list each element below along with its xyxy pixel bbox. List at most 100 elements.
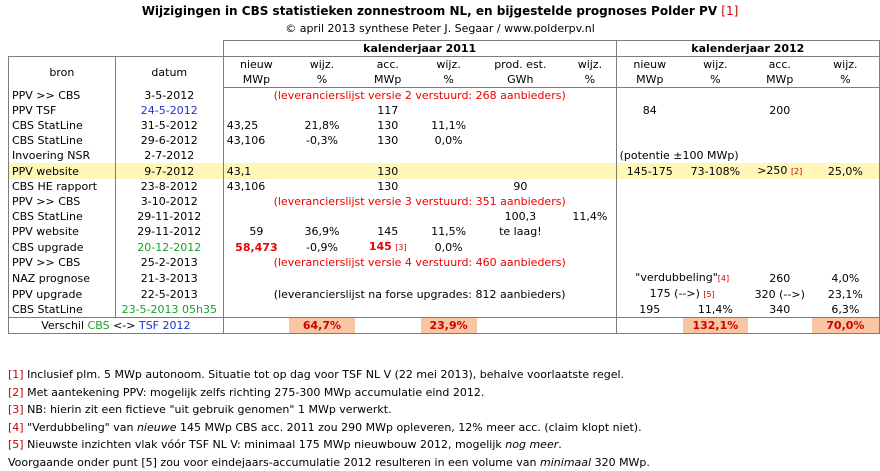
cell-datum: 29-11-2012 [115,209,223,224]
verschil-wijz-2012: 132,1% [683,318,748,334]
cell-prodwijz: 11,4% [564,209,616,224]
cell-bron: CBS StatLine [9,209,116,224]
cell-accwijz-2011: 0,0% [421,239,477,255]
cell-nieuw-2012: 145-175 [616,163,683,179]
cell-acc-2011: 145 [355,224,421,239]
header-unit-accwijz-2012: % [812,72,880,88]
cell-bron: PPV >> CBS [9,88,116,104]
cell-note-2012: (potentie ±100 MWp) [616,148,812,163]
verschil-accwijz-2012: 70,0% [812,318,880,334]
table-row: PPV >> CBS 3-10-2012 (leverancierslijst … [9,194,880,209]
table-row: Invoering NSR 2-7-2012 (potentie ±100 MW… [9,148,880,163]
header-unit-wijz-2012: % [683,72,748,88]
table-row: PPV upgrade 22-5-2013 (leverancierslijst… [9,286,880,302]
cell-acc-2011: 130 [355,179,421,194]
cell-datum: 24-5-2012 [115,103,223,118]
cell-datum: 29-6-2012 [115,133,223,148]
cell-datum: 31-5-2012 [115,118,223,133]
cell-accwijz-2011: 11,1% [421,118,477,133]
header-unit-nieuw-2012: MWp [616,72,683,88]
cell-bron: NAZ prognose [9,270,116,286]
table-row: CBS StatLine 29-6-2012 43,106 -0,3% 130 … [9,133,880,148]
cell-wijz-2011: -0,3% [289,133,355,148]
table-row: CBS StatLine 23-5-2013 05h35 195 11,4% 3… [9,302,880,318]
header-wijz-2011: wijz. [289,57,355,73]
header-row-1: bron datum nieuw wijz. acc. wijz. prod. … [9,57,880,73]
cell-bron: PPV >> CBS [9,194,116,209]
cell-acc-2011: 130 [355,133,421,148]
cell-nieuw-2011: 58,473 [223,239,289,255]
cell-acc-2011: 130 [355,118,421,133]
cell-bron: CBS upgrade [9,239,116,255]
verschil-accwijz-2011: 23,9% [421,318,477,334]
header-nieuw-2011: nieuw [223,57,289,73]
verschil-wijz-2011: 64,7% [289,318,355,334]
cell-prod: 90 [477,179,565,194]
header-wijz-2012: wijz. [683,57,748,73]
footnote-ref: [4] [718,274,729,283]
header-unit-nieuw-2011: MWp [223,72,289,88]
cell-acc-2012: >250 [2] [748,163,812,179]
footnote-4: [4] "Verdubbeling" van nieuwe 145 MWp CB… [8,419,650,437]
header-unit-accwijz-2011: % [421,72,477,88]
footnote-ref: [5] [703,290,714,299]
cell-bron: CBS StatLine [9,118,116,133]
page-subtitle: © april 2013 synthese Peter J. Segaar / … [0,22,880,35]
cell-acc-2012: 260 [748,270,812,286]
footnote-ref: [3] [395,243,406,252]
header-acc-2011: acc. [355,57,421,73]
cell-accwijz-2011: 11,5% [421,224,477,239]
data-table: kalenderjaar 2011 kalenderjaar 2012 bron… [8,40,880,334]
cell-nieuw-2012: 175 (-->) [5] [616,286,748,302]
cell-nieuw-2011: 43,1 [223,163,289,179]
cell-datum: 22-5-2013 [115,286,223,302]
cell-datum: 23-8-2012 [115,179,223,194]
footnote-3: [3] NB: hierin zit een fictieve "uit geb… [8,401,650,419]
verschil-label: Verschil CBS <-> TSF 2012 [9,318,224,334]
page-title: Wijzigingen in CBS statistieken zonnestr… [0,4,880,18]
table-row: PPV >> CBS 3-5-2012 (leverancierslijst v… [9,88,880,104]
cell-prod: te laag! [477,224,565,239]
table-row: NAZ prognose 21-3-2013 "verdubbeling"[4]… [9,270,880,286]
cell-datum: 9-7-2012 [115,163,223,179]
cell-wijz-2011: -0,9% [289,239,355,255]
cell-datum: 20-12-2012 [115,239,223,255]
cell-bron: CBS HE rapport [9,179,116,194]
cell-accwijz-2012: 4,0% [812,270,880,286]
table-row: CBS StatLine 29-11-2012 100,3 11,4% [9,209,880,224]
cell-bron: Invoering NSR [9,148,116,163]
cell-acc-2012: 200 [748,103,812,118]
table-row: PPV website 29-11-2012 59 36,9% 145 11,5… [9,224,880,239]
header-datum: datum [115,57,223,88]
header-group-row: kalenderjaar 2011 kalenderjaar 2012 [9,41,880,57]
cell-note: (leverancierslijst versie 4 verstuurd: 4… [223,255,616,270]
cell-accwijz-2012: 6,3% [812,302,880,318]
footnote-conclusion: Voorgaande onder punt [5] zou voor einde… [8,454,650,471]
header-accwijz-2011: wijz. [421,57,477,73]
cell-acc-2011: 130 [355,163,421,179]
table-row: CBS StatLine 31-5-2012 43,25 21,8% 130 1… [9,118,880,133]
header-prodwijz: wijz. [564,57,616,73]
cell-nieuw-2012: 84 [616,103,683,118]
cell-acc-2011: 117 [355,103,421,118]
cell-nieuw-2011: 43,25 [223,118,289,133]
header-bron: bron [9,57,116,88]
title-ref: [1] [721,4,738,18]
cell-accwijz-2011: 0,0% [421,133,477,148]
cell-accwijz-2012: 23,1% [812,286,880,302]
footnote-ref: [2] [791,167,802,176]
table-row-highlighted: PPV website 9-7-2012 43,1 130 145-175 73… [9,163,880,179]
table-row: CBS HE rapport 23-8-2012 43,106 130 90 [9,179,880,194]
table-row: CBS upgrade 20-12-2012 58,473 -0,9% 145 … [9,239,880,255]
cell-nieuw-2011: 59 [223,224,289,239]
cell-note: (leverancierslijst versie 2 verstuurd: 2… [223,88,616,104]
cell-acc-2012: 320 (-->) [748,286,812,302]
cell-nieuw-2011: 43,106 [223,133,289,148]
cell-acc-2012: 340 [748,302,812,318]
cell-datum: 21-3-2013 [115,270,223,286]
footnote-1: [1] Inclusief plm. 5 MWp autonoom. Situa… [8,366,650,384]
header-kalenderjaar-2011: kalenderjaar 2011 [223,41,616,57]
header-nieuw-2012: nieuw [616,57,683,73]
cell-accwijz-2012: 25,0% [812,163,880,179]
header-acc-2012: acc. [748,57,812,73]
